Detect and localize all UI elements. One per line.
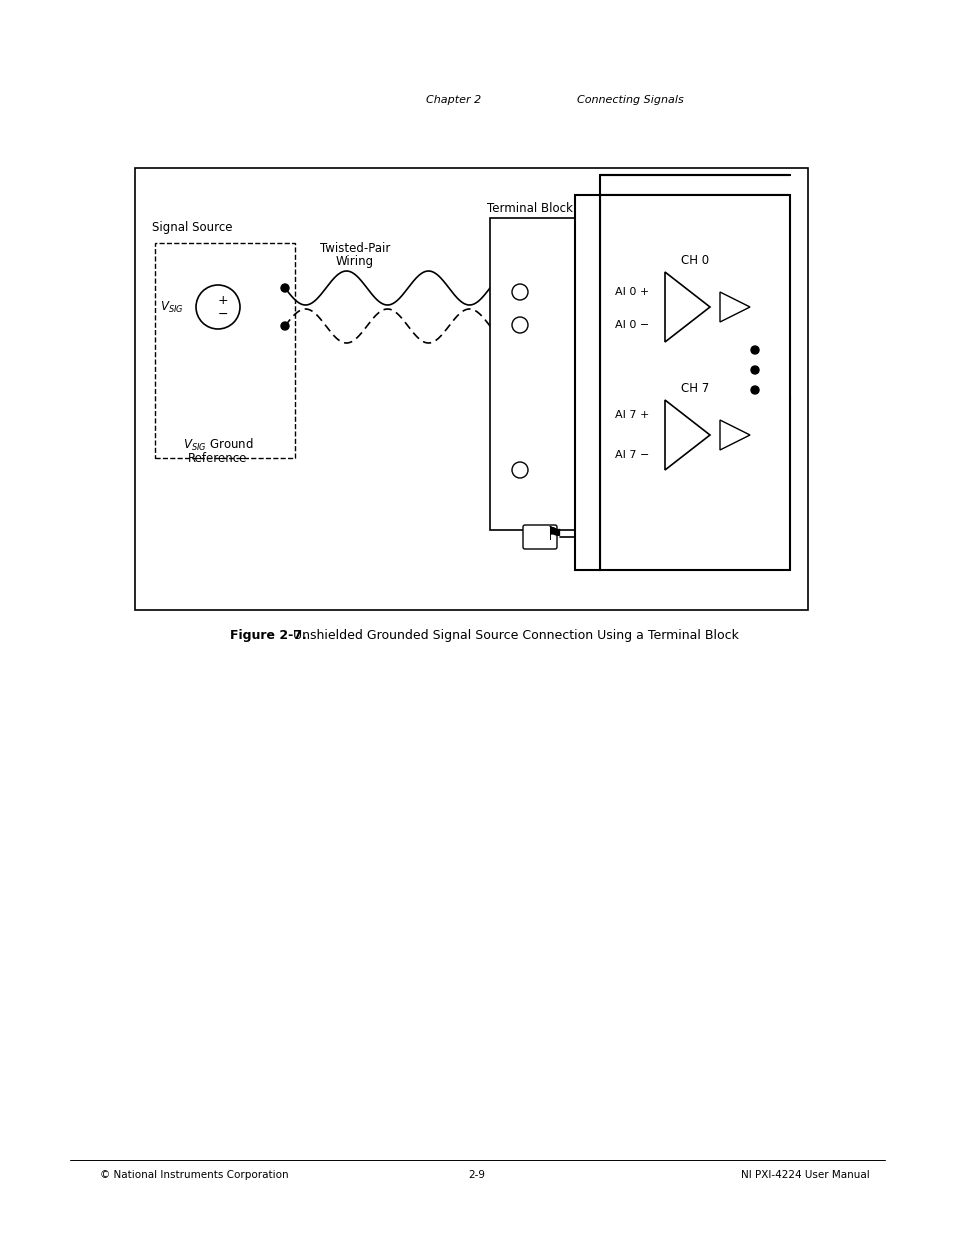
Text: ⚑: ⚑ — [546, 526, 563, 545]
Bar — [154, 243, 294, 458]
Polygon shape — [720, 291, 749, 322]
Text: Chapter 2: Chapter 2 — [426, 95, 481, 105]
Circle shape — [195, 285, 240, 329]
Bar — [135, 168, 807, 610]
Bar — [575, 195, 599, 571]
Bar — [490, 219, 575, 530]
Text: 2-9: 2-9 — [468, 1170, 485, 1179]
Text: AI 0 +: AI 0 + — [615, 287, 649, 296]
Text: CH 7: CH 7 — [680, 382, 708, 394]
FancyBboxPatch shape — [522, 525, 557, 550]
Circle shape — [512, 284, 527, 300]
Text: −: − — [217, 308, 228, 321]
Text: AI 7 −: AI 7 − — [615, 450, 649, 459]
Text: Unshielded Grounded Signal Source Connection Using a Terminal Block: Unshielded Grounded Signal Source Connec… — [285, 629, 739, 641]
Text: Connecting Signals: Connecting Signals — [576, 95, 682, 105]
Text: Signal Source: Signal Source — [152, 221, 232, 235]
Text: $V_{SIG}$: $V_{SIG}$ — [160, 299, 184, 315]
Bar — [599, 195, 789, 571]
Text: +: + — [217, 294, 228, 306]
Polygon shape — [664, 272, 709, 342]
Text: CH 0: CH 0 — [680, 253, 708, 267]
Circle shape — [750, 387, 759, 394]
Circle shape — [750, 366, 759, 374]
Text: Twisted-Pair: Twisted-Pair — [319, 242, 390, 254]
Circle shape — [750, 346, 759, 354]
Text: Terminal Block: Terminal Block — [487, 201, 573, 215]
Text: NI PXI-4224 User Manual: NI PXI-4224 User Manual — [740, 1170, 869, 1179]
Circle shape — [512, 462, 527, 478]
Polygon shape — [720, 420, 749, 450]
Text: $V_{SIG}$ Ground: $V_{SIG}$ Ground — [183, 437, 253, 453]
Polygon shape — [664, 400, 709, 471]
Circle shape — [281, 322, 289, 330]
Text: Figure 2-7.: Figure 2-7. — [230, 629, 307, 641]
Text: Wiring: Wiring — [335, 256, 374, 268]
Circle shape — [281, 284, 289, 291]
Text: AI 7 +: AI 7 + — [615, 410, 649, 420]
Text: AI 0 −: AI 0 − — [615, 320, 649, 330]
Circle shape — [512, 317, 527, 333]
Text: Reference: Reference — [188, 452, 248, 464]
Text: © National Instruments Corporation: © National Instruments Corporation — [100, 1170, 289, 1179]
